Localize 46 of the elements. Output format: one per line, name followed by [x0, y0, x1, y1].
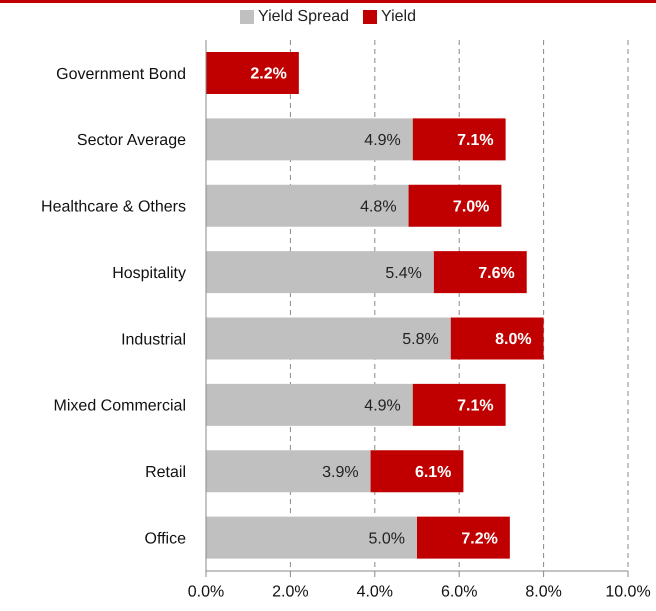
x-tick-label: 0.0%: [188, 583, 224, 600]
bar: [417, 516, 510, 559]
bar: [206, 118, 413, 160]
y-tick-label: Office: [144, 530, 186, 548]
y-tick-label: Sector Average: [76, 132, 186, 150]
x-tick-label: 2.0%: [272, 583, 309, 600]
total-label: 6.1%: [414, 464, 452, 481]
total-label: 8.0%: [495, 331, 532, 348]
total-label: 7.1%: [457, 398, 494, 415]
bar: [206, 516, 417, 559]
y-tick-label: Mixed Commercial: [54, 398, 186, 415]
x-tick-label: 10.0%: [605, 583, 651, 600]
x-tick-label: 4.0%: [356, 583, 394, 600]
bar: [434, 251, 527, 294]
x-tick-label: 6.0%: [440, 583, 478, 600]
data-label: 5.0%: [368, 530, 405, 548]
bar: [206, 184, 409, 227]
data-label: 5.4%: [385, 264, 422, 282]
total-label: 7.1%: [457, 132, 494, 149]
data-label: 3.9%: [322, 464, 359, 481]
bar: [206, 251, 434, 294]
bar: [370, 450, 464, 492]
data-label: 5.8%: [402, 331, 439, 348]
total-label: 7.6%: [478, 264, 515, 282]
bar: [206, 384, 413, 426]
legend-label: Yield Spread: [258, 8, 350, 26]
bar: [412, 384, 506, 426]
total-label: 7.0%: [452, 198, 490, 216]
bar: [412, 118, 506, 160]
y-tick-label: Retail: [145, 464, 186, 482]
bar: [206, 450, 371, 492]
y-tick-label: Industrial: [121, 331, 186, 348]
x-tick-label: 8.0%: [525, 583, 562, 600]
data-label: 4.9%: [364, 398, 401, 415]
bar: [408, 184, 502, 227]
data-label: 4.9%: [364, 132, 401, 149]
y-tick-label: Hospitality: [112, 264, 186, 282]
bar: [206, 52, 299, 94]
bar: [206, 317, 451, 360]
y-tick-label: Government Bond: [56, 66, 186, 83]
legend-label: Yield: [381, 8, 416, 26]
data-label: 4.8%: [360, 198, 397, 216]
y-tick-label: Healthcare & Others: [41, 198, 186, 216]
total-label: 2.2%: [250, 66, 287, 83]
total-label: 7.2%: [461, 530, 498, 548]
bar: [450, 317, 544, 360]
